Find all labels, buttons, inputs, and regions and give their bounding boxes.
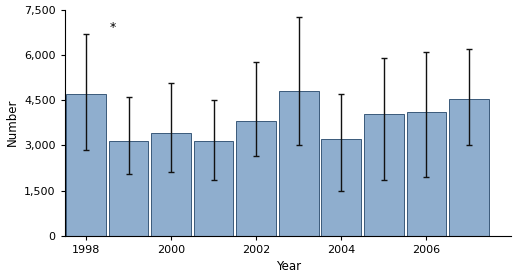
Bar [194,141,234,236]
X-axis label: Year: Year [276,260,301,273]
Bar [322,139,361,236]
Bar [109,141,148,236]
Y-axis label: Number: Number [6,99,19,146]
Bar [364,114,404,236]
Bar [66,94,106,236]
Bar [279,91,318,236]
Bar [406,112,446,236]
Bar [151,133,191,236]
Text: *: * [110,21,116,34]
Bar [236,121,276,236]
Bar [449,98,489,236]
